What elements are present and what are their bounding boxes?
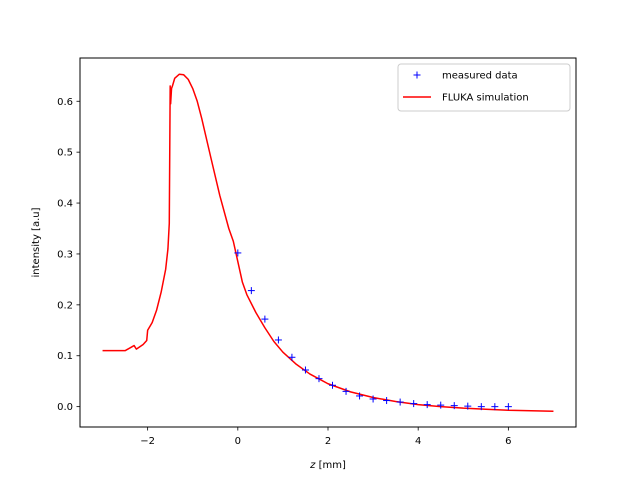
y-tick-label: 0.1: [57, 351, 73, 362]
y-tick-label: 0.3: [57, 249, 73, 260]
legend-label: measured data: [442, 71, 518, 82]
legend-box: [397, 63, 571, 112]
legend: measured data FLUKA simulation: [397, 63, 571, 112]
data-point: [315, 375, 323, 383]
data-point: [491, 403, 499, 411]
y-tick-label: 0.0: [57, 402, 73, 413]
data-point: [288, 353, 296, 361]
data-point: [450, 402, 458, 410]
data-point: [410, 400, 418, 408]
data-point: [369, 395, 377, 403]
x-axis-label-var: z: [309, 460, 316, 471]
y-tick-label: 0.6: [57, 97, 73, 108]
data-point: [437, 401, 445, 409]
data-point: [234, 249, 242, 257]
data-point: [464, 402, 472, 410]
x-axis-label: z [mm]: [309, 460, 346, 471]
y-tick-label: 0.2: [57, 300, 73, 311]
data-point: [247, 287, 255, 295]
x-tick-label: 6: [505, 436, 511, 447]
data-point: [423, 401, 431, 409]
legend-entry: FLUKA simulation: [403, 93, 529, 104]
data-point: [477, 403, 485, 411]
data-point: [356, 392, 364, 400]
x-tick-label: 2: [325, 436, 331, 447]
axes-layer: −2 0 2 4 6 0.0 0.1 0.2 0.3 0.4 0.5 0.6: [57, 97, 511, 447]
data-point: [301, 366, 309, 374]
x-tick-label: −2: [140, 436, 155, 447]
y-tick-label: 0.5: [57, 148, 73, 159]
data-point: [504, 403, 512, 411]
legend-marker-plus: [413, 71, 421, 79]
legend-label: FLUKA simulation: [442, 93, 529, 104]
legend-entries: measured data FLUKA simulation: [403, 71, 529, 104]
x-tick-label: 0: [235, 436, 241, 447]
data-point: [342, 387, 350, 395]
data-point: [274, 336, 282, 344]
y-tick-label: 0.4: [57, 199, 73, 210]
data-point: [329, 381, 337, 389]
data-point: [396, 398, 404, 406]
legend-entry: measured data: [413, 71, 518, 82]
data-point: [383, 397, 391, 405]
plot-layer: [102, 73, 554, 412]
x-axis-label-unit: [mm]: [315, 460, 346, 471]
x-tick-label: 4: [415, 436, 421, 447]
y-axis-label: intensity [a.u]: [31, 207, 42, 277]
data-point: [261, 315, 269, 323]
